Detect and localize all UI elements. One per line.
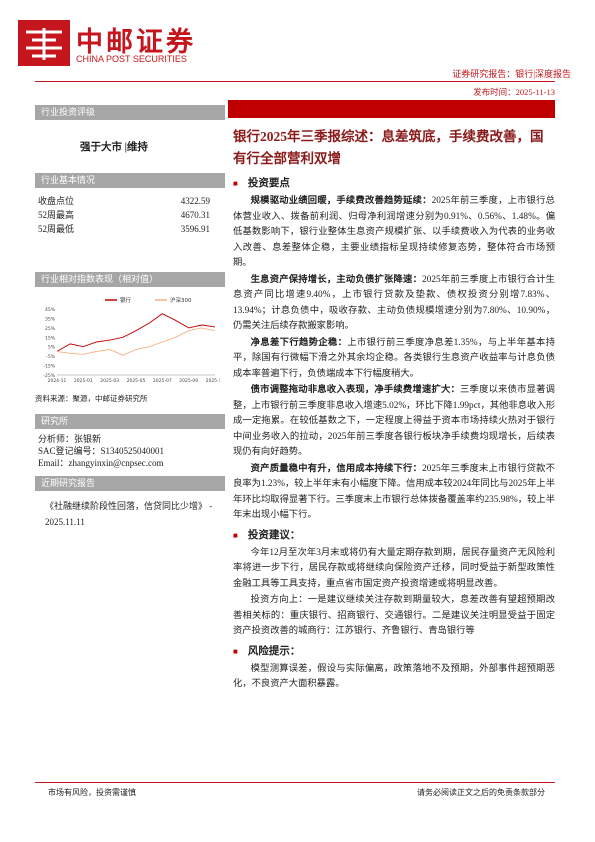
researcher-line: SAC登记编号：S1340525040001: [38, 446, 165, 456]
main-body: 银行2025年三季报综述：息差筑底，手续费改善，国有行全部营利双增 投资要点规模…: [233, 126, 555, 694]
paragraph-text: 模型测算误差，假设与实际偏离，政策落地不及预期，外部事件超预期恶化，不良资产大面…: [233, 663, 555, 690]
series-line: [56, 327, 216, 356]
paragraph-lead: 债市调整拖动非息收入表现，净手续费增速扩大：: [250, 385, 461, 395]
recent-reports: 《社融继续阶段性回落，信贷同比少增》 - 2025.11.11: [45, 498, 215, 530]
paragraph-text: 三季度以来债市显著调整，上市银行前三季度非息收入增速5.02%，环比下降1.99…: [233, 385, 555, 457]
basics-label: 52周最低: [38, 224, 75, 234]
basics-table: 收盘点位 4322.59 52周最高 4670.31 52周最低 3596.91: [38, 194, 210, 236]
paragraph: 债市调整拖动非息收入表现，净手续费增速扩大：三季度以来债市显著调整，上市银行前三…: [233, 383, 555, 461]
y-tick-label: 45%: [45, 307, 56, 313]
section-bar: 行业相对指数表现（相对值）: [35, 272, 225, 287]
basics-row: 收盘点位 4322.59: [38, 194, 210, 208]
section-bar: 行业投资评级: [35, 105, 225, 120]
paragraph: 资产质量稳中有升，信用成本持续下行：2025年三季度末上市银行贷款不良率为1.2…: [233, 462, 555, 524]
logo-icon: [18, 20, 70, 66]
x-tick-label: 2025-11: [206, 378, 220, 384]
rating: 强于大市 |维持: [80, 142, 148, 153]
section-heading: 风险提示：: [233, 644, 555, 660]
paragraph-lead: 规模驱动业绩回暖，手续费改善趋势延续：: [250, 196, 432, 206]
y-tick-label: 25%: [45, 326, 56, 332]
logo-cn: 中邮证券: [76, 27, 196, 58]
sections: 投资要点规模驱动业绩回暖，手续费改善趋势延续：2025年前三季度，上市银行总体营…: [233, 176, 555, 693]
y-tick-label: -25%: [43, 373, 55, 379]
legend-label: 银行: [120, 296, 132, 304]
logo-en: CHINA POST SECURITIES: [76, 54, 187, 64]
x-tick-label: 2024-11: [48, 378, 67, 384]
paragraph: 今年12月至次年3月末或将仍有大量定期存款到期，居民存量资产无风险利率将进一步下…: [233, 546, 555, 593]
series-line: [56, 313, 216, 352]
y-tick-label: 15%: [45, 335, 56, 341]
paragraph-text: 投资方向上：一是建议继续关注存款到期量较大，息差改善有望超预期改善相关标的：重庆…: [233, 595, 555, 636]
basics-value: 4322.59: [180, 196, 210, 206]
paragraph: 净息差下行趋势企稳：上市银行前三季度净息差1.35%，与上半年基本持平，除国有行…: [233, 336, 555, 383]
researcher-line: 分析师：张银新: [38, 434, 102, 444]
date: 发布时间：2025-11-13: [473, 87, 555, 97]
report-type: 证券研究报告：银行|深度报告: [452, 69, 571, 79]
paragraph-text: 2025年前三季度，上市银行总体营业收入、拨备前利润、归母净利润增速分别为0.9…: [233, 196, 555, 268]
paragraph-lead: 净息差下行趋势企稳：: [250, 337, 348, 348]
paragraph: 规模驱动业绩回暖，手续费改善趋势延续：2025年前三季度，上市银行总体营业收入、…: [233, 194, 555, 272]
section-heading: 投资建议：: [233, 528, 555, 544]
section-bar: 行业基本情况: [35, 173, 225, 188]
paragraph: 模型测算误差，假设与实际偏离，政策落地不及预期，外部事件超预期恶化，不良资产大面…: [233, 662, 555, 693]
y-tick-label: 5%: [48, 345, 56, 351]
x-tick-label: 2025-09: [179, 378, 198, 384]
x-tick-label: 2025-01: [74, 378, 93, 384]
section-bar: 研究所: [35, 414, 225, 429]
researcher: 分析师：张银新 SAC登记编号：S1340525040001 Email：zhang…: [38, 433, 164, 469]
basics-label: 收盘点位: [38, 196, 75, 206]
basics-row: 52周最低 3596.91: [38, 222, 210, 236]
y-tick-label: -15%: [43, 364, 55, 370]
basics-row: 52周最高 4670.31: [38, 208, 210, 222]
chart: -25% -15% -5% 5% 15% 25% 35% 45% 2024-11 2025-01 2…: [43, 296, 220, 384]
source: 资料来源：聚源，中邮证券研究所: [35, 394, 148, 403]
basics-label: 52周最高: [38, 210, 75, 220]
x-tick-label: 2025-05: [127, 378, 146, 384]
paragraph-lead: 资产质量稳中有升，信用成本持续下行：: [250, 463, 423, 474]
title-band: [228, 100, 555, 118]
paragraph-lead: 生息资产保持增长，主动负债扩张降速：: [250, 274, 423, 285]
paragraph: 生息资产保持增长，主动负债扩张降速：2025年前三季度上市银行合计生息资产同比增…: [233, 273, 555, 335]
basics-value: 3596.91: [180, 224, 210, 234]
paragraph: 投资方向上：一是建议继续关注存款到期量较大，息差改善有望超预期改善相关标的：重庆…: [233, 593, 555, 640]
paragraph-text: 2025年前三季度上市银行合计生息资产同比增速9.40%，上市银行贷款及垫款、债…: [233, 274, 555, 332]
footer-right: 请务必阅读正文之后的免责条款部分: [417, 788, 545, 797]
y-tick-label: 35%: [45, 316, 56, 322]
report-title: 银行2025年三季报综述：息差筑底，手续费改善，国有行全部营利双增: [233, 129, 544, 166]
basics-value: 4670.31: [180, 210, 210, 220]
footer-left: 市场有风险，投资需谨慎: [48, 788, 136, 797]
header-rule: [35, 81, 555, 82]
legend-label: 沪深300: [170, 296, 192, 304]
recent-item: 《社融继续阶段性回落，信贷同比少增》 - 2025.11.11: [45, 501, 213, 527]
paragraph-text: 2025年三季度末上市银行贷款不良率为1.23%，较上半年末有小幅度下降。信用成…: [233, 463, 555, 521]
researcher-line: Email：zhangyinxin@cnpsec.com: [38, 458, 164, 468]
y-tick-label: -5%: [46, 354, 55, 360]
footer-rule: [35, 782, 555, 783]
section-bar: 近期研究报告: [35, 476, 225, 491]
x-tick-label: 2025-03: [100, 378, 119, 384]
paragraph-text: 上市银行前三季度净息差1.35%，与上半年基本持平，除国有行微幅下滑之外其余均企…: [233, 337, 555, 379]
paragraph-text: 今年12月至次年3月末或将仍有大量定期存款到期，居民存量资产无风险利率将进一步下…: [233, 547, 555, 589]
x-tick-label: 2025-07: [153, 378, 172, 384]
section-heading: 投资要点: [233, 176, 555, 192]
